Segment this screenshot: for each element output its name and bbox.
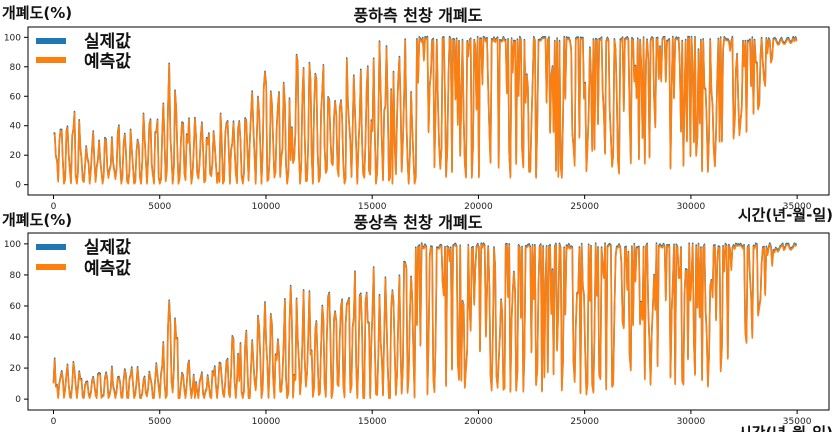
chart-title: 풍하측 천창 개폐도 — [354, 6, 483, 25]
y-tick-label: 80 — [10, 63, 22, 73]
x-axis: 0 5000 10000 15000 20000 25000 30000 35000 — [51, 195, 812, 212]
y-tick-label: 40 — [10, 122, 22, 132]
y-tick-label: 0 — [15, 181, 21, 191]
plot-frame — [27, 26, 830, 196]
x-axis: 0 5000 10000 15000 20000 25000 30000 35000 — [51, 410, 812, 427]
y-tick-label: 40 — [10, 333, 22, 343]
x-tick-label: 25000 — [570, 417, 599, 427]
chart-panel-downwind: 풍하측 천창 개폐도 개폐도(%) 시간(년-월-일) 0 20 40 60 80 100… — [2, 4, 833, 222]
y-tick-label: 0 — [15, 395, 21, 405]
x-tick-label: 20000 — [464, 417, 493, 427]
x-tick-label: 15000 — [358, 417, 387, 427]
y-tick-label: 100 — [4, 33, 21, 43]
y-axis-label: 개폐도(%) — [2, 4, 72, 22]
legend-label-actual: 실제값 — [84, 32, 131, 52]
x-tick-label: 10000 — [252, 202, 281, 212]
y-axis: 0 20 40 60 80 100 — [4, 240, 28, 405]
chart-title: 풍상측 천창 개폐도 — [354, 213, 483, 232]
data-lines — [52, 242, 798, 399]
x-tick-label: 30000 — [677, 417, 706, 427]
x-axis-label: 시간(년-월-일) — [738, 424, 833, 432]
x-tick-label: 20000 — [464, 202, 493, 212]
legend: 실제값 예측값 — [36, 238, 131, 279]
x-tick-label: 5000 — [148, 417, 171, 427]
x-tick-label: 35000 — [783, 417, 812, 427]
chart-panel-upwind: 풍상측 천창 개폐도 개폐도(%) 시간(년-월-일) 0 20 40 60 80 100… — [2, 211, 833, 432]
x-tick-label: 15000 — [358, 202, 387, 212]
plot-frame — [27, 232, 830, 411]
x-tick-label: 5000 — [148, 202, 171, 212]
x-tick-label: 10000 — [252, 417, 281, 427]
x-tick-label: 35000 — [783, 202, 812, 212]
x-tick-label: 25000 — [570, 202, 599, 212]
legend-label-predicted: 예측값 — [84, 259, 131, 279]
y-tick-label: 100 — [4, 240, 21, 250]
y-tick-label: 60 — [10, 302, 22, 312]
x-axis-label: 시간(년-월-일) — [738, 206, 833, 222]
y-tick-label: 80 — [10, 271, 22, 281]
y-axis: 0 20 40 60 80 100 — [4, 33, 28, 191]
legend: 실제값 예측값 — [36, 32, 131, 72]
y-tick-label: 60 — [10, 92, 22, 102]
y-tick-label: 20 — [10, 151, 22, 161]
series-line-predicted — [52, 243, 798, 399]
legend-label-actual: 실제값 — [84, 238, 131, 258]
data-lines — [53, 35, 798, 185]
x-tick-label: 0 — [51, 417, 57, 427]
y-axis-label: 개폐도(%) — [2, 211, 72, 229]
y-tick-label: 20 — [10, 364, 22, 374]
x-tick-label: 0 — [51, 202, 57, 212]
series-line-predicted — [53, 37, 798, 185]
legend-label-predicted: 예측값 — [84, 52, 131, 72]
x-tick-label: 30000 — [677, 202, 706, 212]
